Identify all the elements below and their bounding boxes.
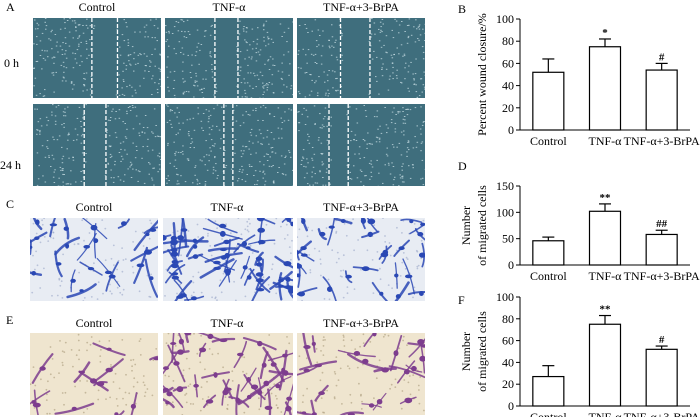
y-axis-label: of migrated cells [475, 311, 489, 392]
bar-chart-wound-closure: 0 20 40 60 80 100 Percent wound closure/% Contr… [475, 12, 700, 148]
x-category-label: TNF-α+3-BrPA [624, 410, 700, 417]
col-label-control-e: Control [75, 316, 113, 330]
transwell-image-tnf [163, 218, 293, 301]
bar [532, 71, 565, 131]
y-tick-label: 80 [502, 312, 514, 326]
panel-letter-f: F [458, 293, 465, 307]
y-tick-label: 40 [502, 355, 514, 369]
bar-chart-migrated-cells-f: 0 20 40 60 80 100 Number of migrated cells Contr… [459, 290, 700, 417]
wound-image-tnf-24h [165, 104, 293, 186]
y-tick-label: 100 [496, 12, 514, 26]
migration-image-tnf-brpa [297, 333, 425, 415]
bar [645, 233, 678, 266]
wound-image-tnf-brpa-0h [297, 18, 425, 98]
wound-image-tnf-0h [165, 18, 293, 98]
significance-marker: ** [600, 192, 612, 204]
panel-letter-c: C [6, 197, 15, 211]
col-label-tnf-e: TNF-α [210, 316, 244, 330]
x-category-label: TNF-α+3-BrPA [624, 269, 700, 282]
y-axis-label: Number [459, 332, 473, 371]
panel-letter-b: B [458, 2, 467, 16]
bar [532, 375, 565, 407]
bar [645, 69, 678, 131]
x-category-label: TNF-α [589, 410, 623, 417]
wound-image-control-0h [33, 18, 161, 98]
y-tick-label: 150 [496, 179, 514, 193]
significance-marker: * [602, 27, 608, 39]
bar [532, 240, 565, 266]
y-tick-label: 0 [508, 399, 514, 413]
transwell-image-control [30, 218, 158, 301]
y-tick-label: 40 [502, 79, 514, 93]
y-axis-label: Number [459, 206, 473, 245]
y-tick-label: 60 [502, 334, 514, 348]
x-category-label: TNF-α+3-BrPA [624, 134, 700, 148]
col-label-tnf-brpa-c: TNF-α+3-BrPA [323, 200, 399, 214]
y-tick-label: 20 [502, 377, 514, 391]
x-category-label: TNF-α [589, 134, 623, 148]
row-label-24h: 24 h [0, 158, 21, 172]
significance-marker: # [659, 51, 665, 63]
bar-chart-migrated-cells-d: 0 50 100 150 Number of migrated cells Control *… [459, 179, 700, 282]
y-tick-label: 50 [502, 232, 514, 246]
migration-image-tnf [163, 333, 293, 415]
col-label-tnf-brpa-a: TNF-α+3-BrPA [323, 0, 399, 14]
x-category-label: Control [530, 269, 567, 282]
panel-letter-e: E [6, 313, 14, 327]
y-tick-label: 60 [502, 56, 514, 70]
panel-letter-a: A [6, 0, 15, 14]
wound-image-tnf-brpa-24h [297, 104, 425, 186]
y-axis-label: Percent wound closure/% [475, 13, 489, 136]
col-label-control-c: Control [75, 200, 113, 214]
bar [588, 323, 622, 407]
y-tick-label: 100 [496, 205, 514, 219]
significance-marker: ## [656, 218, 668, 230]
bar [645, 348, 678, 407]
col-label-tnf-c: TNF-α [210, 200, 244, 214]
y-tick-label: 20 [502, 101, 514, 115]
y-tick-label: 0 [508, 258, 514, 272]
bar [588, 46, 622, 131]
panel-letter-d: D [458, 159, 467, 173]
y-tick-label: 0 [508, 123, 514, 137]
y-tick-label: 100 [496, 290, 514, 304]
significance-marker: # [659, 334, 665, 346]
significance-marker: ** [600, 304, 612, 316]
col-label-tnf-brpa-e: TNF-α+3-BrPA [323, 316, 399, 330]
y-axis-label: of migrated cells [475, 185, 489, 266]
bar [588, 210, 622, 266]
row-label-0h: 0 h [4, 56, 19, 70]
x-category-label: TNF-α [589, 269, 623, 282]
y-tick-label: 80 [502, 34, 514, 48]
x-category-label: Control [530, 134, 567, 148]
col-label-tnf-a: TNF-α [212, 0, 246, 14]
migration-image-control [30, 333, 158, 415]
col-label-control-a: Control [78, 0, 116, 14]
x-category-label: Control [530, 410, 567, 417]
wound-image-control-24h [33, 104, 161, 186]
transwell-image-tnf-brpa [297, 218, 425, 301]
